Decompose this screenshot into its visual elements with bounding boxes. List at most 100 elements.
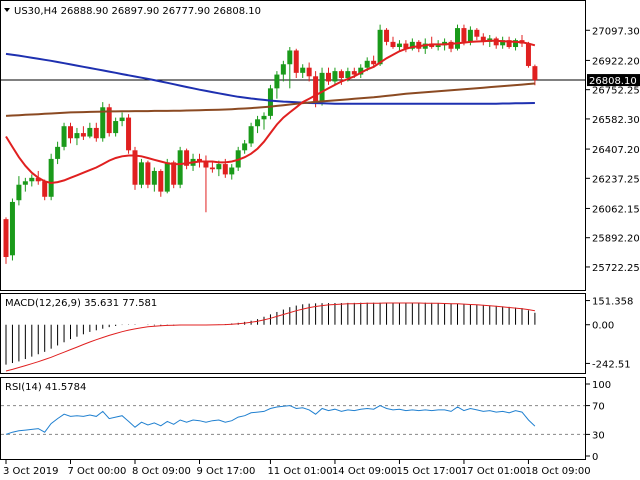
candle-body bbox=[93, 127, 99, 139]
symbol-header: US30,H4 26888.90 26897.90 26777.90 26808… bbox=[4, 6, 261, 17]
candle-body bbox=[384, 29, 390, 42]
candle-body bbox=[145, 162, 151, 185]
candle-body bbox=[158, 170, 164, 192]
candle-body bbox=[151, 170, 157, 185]
candle-body bbox=[29, 177, 35, 182]
candle-body bbox=[68, 126, 73, 139]
time-tick-label: 8 Oct 09:00 bbox=[132, 466, 191, 477]
candle-body bbox=[351, 71, 357, 75]
rsi-levels bbox=[1, 405, 585, 435]
rsi-tick-label: 70 bbox=[592, 402, 605, 413]
candle-body bbox=[222, 164, 228, 175]
candle-body bbox=[248, 126, 254, 144]
candle-body bbox=[461, 28, 467, 42]
candle-body bbox=[435, 45, 441, 48]
candle-body bbox=[480, 36, 486, 42]
candle-body bbox=[255, 119, 261, 127]
rsi-pane-frame bbox=[0, 377, 586, 460]
time-axis: 3 Oct 2019 7 Oct 00:00 8 Oct 09:00 9 Oct 17… bbox=[3, 460, 591, 477]
ma-mid-line bbox=[5, 82, 535, 117]
price-tick-label: 26582.30 bbox=[592, 115, 640, 126]
candle-body bbox=[132, 150, 138, 185]
candle-body bbox=[42, 181, 48, 197]
time-tick-label: 9 Oct 17:00 bbox=[197, 466, 256, 477]
price-tick-label: 26752.25 bbox=[592, 86, 640, 97]
candle-body bbox=[3, 219, 9, 258]
candle-body bbox=[203, 162, 209, 168]
triangle-down-icon[interactable] bbox=[4, 8, 10, 12]
candle-body bbox=[61, 126, 67, 147]
candle-body bbox=[377, 29, 383, 65]
candle-body bbox=[87, 127, 93, 137]
candle-body bbox=[525, 43, 531, 66]
candle-body bbox=[126, 117, 132, 151]
candle-body bbox=[474, 29, 480, 37]
candle-body bbox=[500, 40, 506, 46]
candle-body bbox=[22, 181, 28, 185]
price-tick-label: 26407.20 bbox=[592, 145, 640, 156]
time-tick-label: 17 Oct 01:00 bbox=[461, 466, 526, 477]
time-tick-label: 7 Oct 00:00 bbox=[68, 466, 127, 477]
price-pane-frame bbox=[0, 0, 586, 291]
candle-body bbox=[409, 41, 415, 49]
ma-fast-line bbox=[5, 39, 536, 185]
macd-axis: 151.358 0.00 -242.51 bbox=[585, 297, 633, 370]
candle-body bbox=[390, 41, 396, 48]
candle-body bbox=[280, 64, 286, 75]
candle-body bbox=[274, 74, 280, 89]
candle-body bbox=[216, 164, 222, 170]
rsi-axis: 100 70 30 0 bbox=[585, 380, 611, 463]
time-tick-label: 15 Oct 17:00 bbox=[396, 466, 461, 477]
candle-body bbox=[48, 158, 54, 197]
candle-body bbox=[184, 150, 190, 166]
candle-body bbox=[371, 60, 377, 65]
candle-body bbox=[119, 117, 125, 122]
candle-body bbox=[16, 184, 22, 201]
candle-body bbox=[55, 146, 61, 159]
candle-body bbox=[455, 28, 460, 49]
candle-body bbox=[9, 201, 15, 256]
candle-body bbox=[403, 43, 409, 49]
price-tick-label: 27097.30 bbox=[592, 26, 640, 37]
price-tick-label: 26922.20 bbox=[592, 56, 640, 67]
macd-signal-line bbox=[5, 302, 535, 372]
candle-body bbox=[209, 167, 215, 170]
candle-body bbox=[100, 107, 106, 139]
rsi-tick-label: 100 bbox=[592, 380, 611, 391]
price-pane: 27097.30 26922.20 26752.25 26582.30 26407.20… bbox=[0, 0, 640, 291]
rsi-pane: 100 70 30 0 RSI(14) 41.5784 bbox=[0, 377, 611, 463]
candle-body bbox=[532, 66, 538, 81]
candle-body bbox=[396, 43, 402, 48]
price-tick-label: 25722.25 bbox=[592, 263, 640, 274]
candle-body bbox=[293, 50, 299, 73]
candle-body bbox=[506, 40, 512, 48]
candle-body bbox=[267, 88, 273, 116]
candle-body bbox=[113, 121, 119, 134]
macd-tick-label: -242.51 bbox=[592, 359, 631, 370]
candle-body bbox=[287, 50, 293, 65]
rsi-tick-label: 30 bbox=[592, 430, 605, 441]
symbol-line: US30,H4 26888.90 26897.90 26777.90 26808… bbox=[14, 6, 261, 17]
candle-body bbox=[332, 71, 338, 82]
time-tick-label: 14 Oct 09:00 bbox=[332, 466, 397, 477]
candle-body bbox=[493, 38, 499, 46]
candle-body bbox=[345, 71, 351, 79]
candle-body bbox=[300, 67, 306, 73]
candle-body bbox=[164, 162, 170, 192]
candle-body bbox=[448, 41, 454, 49]
current-price-label: 26808.10 bbox=[589, 76, 637, 87]
time-tick-label: 3 Oct 2019 bbox=[3, 466, 58, 477]
candle-body bbox=[513, 40, 519, 48]
price-tick-label: 26062.15 bbox=[592, 204, 640, 215]
time-tick-label: 11 Oct 01:00 bbox=[267, 466, 332, 477]
candle-body bbox=[313, 76, 319, 103]
price-tick-label: 25892.20 bbox=[592, 234, 640, 245]
price-axis: 27097.30 26922.20 26752.25 26582.30 26407.20… bbox=[585, 26, 640, 274]
candle-body bbox=[358, 67, 364, 75]
candle-body bbox=[306, 67, 312, 77]
rsi-tick-label: 0 bbox=[592, 452, 598, 463]
candle-body bbox=[74, 133, 80, 139]
candle-body bbox=[242, 143, 248, 151]
candle-body bbox=[338, 71, 344, 79]
current-price-bg bbox=[587, 74, 640, 87]
